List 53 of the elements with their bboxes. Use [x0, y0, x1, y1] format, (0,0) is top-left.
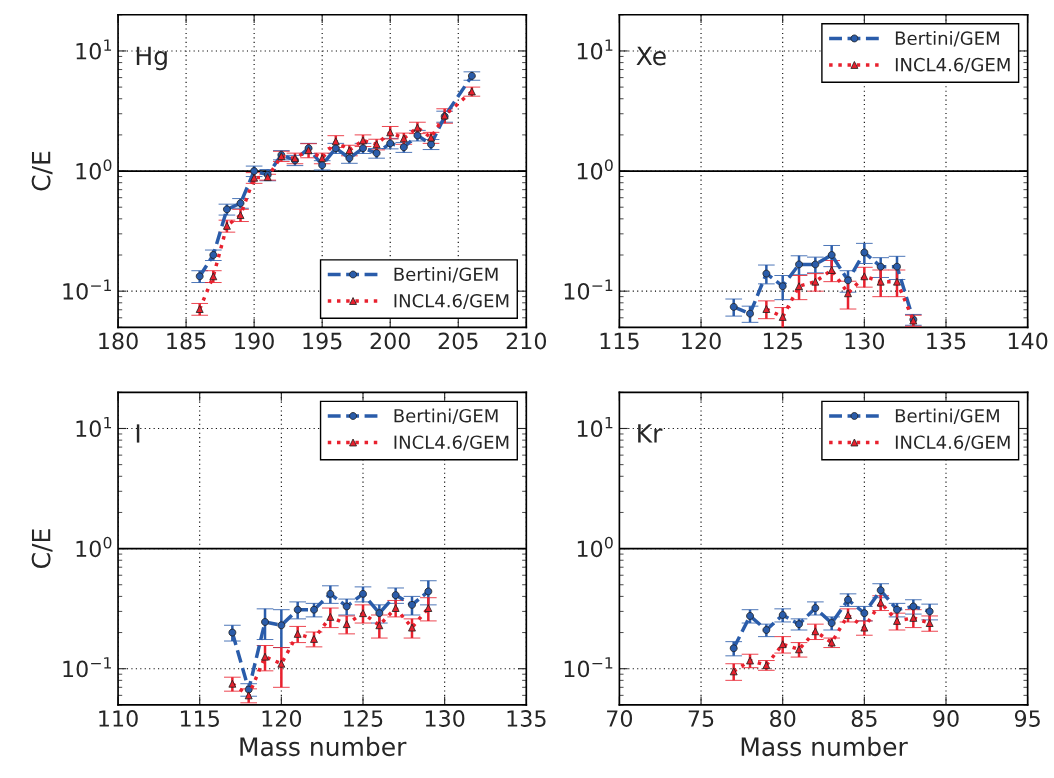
- y-tick-label: 10$^{−1}$: [63, 657, 111, 678]
- legend-label: INCL4.6/GEM: [895, 435, 1010, 451]
- x-axis-title: Mass number: [240, 736, 407, 757]
- x-tick-label: 95: [1014, 710, 1040, 727]
- x-tick-label: 110: [99, 710, 138, 727]
- y-tick-label: 10$^{0}$: [577, 536, 613, 558]
- x-tick-label: 115: [180, 710, 219, 727]
- x-tick-label: 115: [600, 332, 639, 350]
- y-axis-title: C/E: [31, 529, 53, 569]
- x-tick-label: 210: [506, 332, 547, 350]
- y-tick-label: 10$^{1}$: [76, 416, 112, 438]
- x-tick-label: 80: [770, 710, 796, 727]
- legend-label: Bertini/GEM: [895, 408, 999, 424]
- y-tick-label: 10$^{−1}$: [564, 657, 613, 678]
- annotation: Kr: [638, 424, 663, 443]
- y-tick-label: 10$^{1}$: [577, 39, 613, 60]
- x-tick-label: 140: [1008, 332, 1048, 350]
- x-tick-label: 85: [851, 710, 877, 727]
- x-tick-label: 200: [370, 332, 410, 350]
- annotation: I: [136, 424, 140, 443]
- y-axis-title: C/E: [31, 151, 53, 191]
- x-tick-label: 180: [99, 332, 138, 350]
- legend-label: INCL4.6/GEM: [394, 435, 509, 451]
- x-tick-label: 205: [438, 332, 478, 350]
- x-axis-title: Mass number: [741, 736, 908, 757]
- x-tick-label: 70: [607, 710, 633, 727]
- x-tick-label: 190: [235, 332, 274, 350]
- y-tick-label: 10$^{1}$: [76, 39, 112, 60]
- y-tick-label: 10$^{0}$: [76, 536, 112, 558]
- y-tick-label: 10$^{−1}$: [63, 279, 111, 300]
- annotation: Hg: [136, 46, 167, 71]
- x-tick-label: 130: [845, 332, 885, 350]
- x-tick-label: 90: [933, 710, 959, 727]
- y-tick-label: 10$^{1}$: [577, 416, 613, 438]
- legend-label: Bertini/GEM: [895, 31, 999, 47]
- x-tick-label: 130: [425, 710, 465, 727]
- x-tick-label: 75: [688, 710, 714, 727]
- x-tick-label: 195: [303, 332, 342, 350]
- x-tick-label: 120: [262, 710, 302, 727]
- y-tick-label: 10$^{−1}$: [564, 279, 613, 300]
- legend-label: INCL4.6/GEM: [895, 57, 1010, 73]
- legend-label: Bertini/GEM: [394, 267, 498, 283]
- x-tick-label: 185: [167, 332, 206, 350]
- x-tick-label: 135: [507, 710, 546, 727]
- legend-label: Bertini/GEM: [394, 408, 498, 424]
- x-tick-label: 135: [927, 332, 966, 350]
- y-tick-label: 10$^{0}$: [76, 159, 112, 180]
- x-tick-label: 125: [344, 710, 383, 727]
- y-tick-label: 10$^{0}$: [577, 159, 613, 180]
- legend-label: INCL4.6/GEM: [394, 293, 509, 309]
- x-tick-label: 125: [763, 332, 802, 350]
- x-tick-label: 120: [682, 332, 721, 350]
- annotation: Xe: [636, 46, 666, 66]
